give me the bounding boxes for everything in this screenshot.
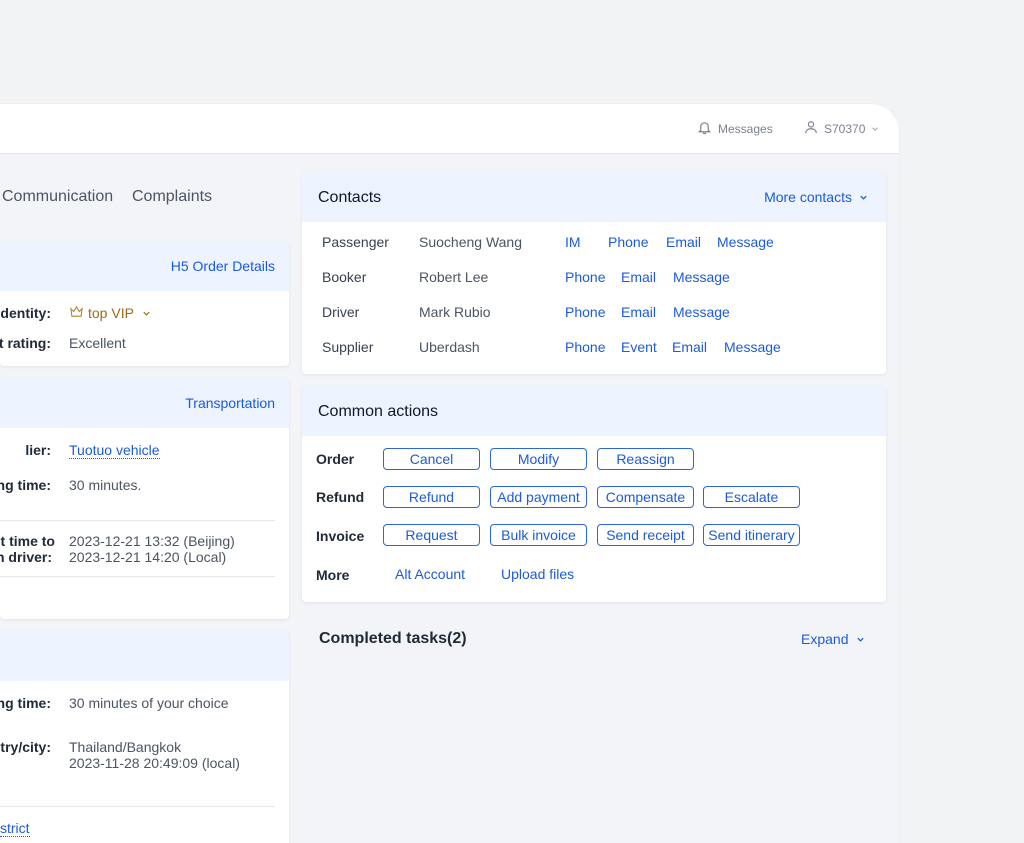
refund-button[interactable]: Refund (383, 486, 480, 508)
more-contacts-button[interactable]: More contacts (764, 189, 868, 205)
common-actions-header: Common actions (302, 386, 886, 436)
country-city-value: Thailand/Bangkok (69, 739, 182, 755)
expand-button[interactable]: Expand (801, 631, 865, 647)
user-icon (804, 120, 824, 137)
message-link[interactable]: Message (724, 339, 781, 355)
divider (0, 520, 275, 521)
email-link[interactable]: Email (666, 234, 702, 250)
invoice-label: Invoice (316, 528, 365, 544)
supplier-label: lier: (25, 442, 51, 458)
contact-name: Suocheng Wang (419, 234, 522, 250)
contact-name: Mark Rubio (419, 304, 491, 320)
more-contacts-label: More contacts (764, 189, 852, 205)
contact-role: Supplier (322, 339, 374, 355)
chevron-down-icon (856, 631, 865, 647)
identity-label: Identity: (0, 305, 51, 321)
rating-value: Excellent (69, 335, 126, 351)
event-link[interactable]: Event (621, 339, 657, 355)
bell-icon (697, 120, 718, 138)
user-id: S70370 (824, 121, 866, 136)
modify-button[interactable]: Modify (490, 448, 587, 470)
waiting-time-value: 30 minutes. (69, 477, 142, 493)
contact-role: Passenger (322, 234, 389, 250)
send-itinerary-button[interactable]: Send itinerary (703, 524, 800, 546)
contact-role: Driver (322, 304, 360, 320)
order-info-card: H5 Order Details Identity: top VIP t rat… (0, 241, 289, 366)
user-menu[interactable]: S70370 (804, 104, 885, 153)
waiting-time-value: 30 minutes of your choice (69, 695, 229, 711)
message-link[interactable]: Message (717, 234, 774, 250)
contact-row-passenger: Passenger Suocheng Wang IM Phone Email M… (302, 234, 886, 254)
email-link[interactable]: Email (621, 269, 657, 285)
waiting-time-label: ng time: (0, 477, 51, 493)
country-city-label: try/city: (0, 739, 51, 755)
h5-order-details-link[interactable]: H5 Order Details (170, 258, 275, 274)
messages-button[interactable]: Messages (697, 104, 773, 153)
upload-files-link[interactable]: Upload files (501, 566, 575, 582)
contacts-card: Contacts More contacts Passenger Suochen… (302, 172, 886, 374)
contact-time-label-1: t time to (0, 533, 55, 549)
refund-label: Refund (316, 489, 365, 505)
contact-row-supplier: Supplier Uberdash Phone Event Email Mess… (302, 339, 886, 359)
contacts-header: Contacts More contacts (302, 172, 886, 222)
transportation-link[interactable]: Transportation (185, 395, 275, 411)
rating-label: t rating: (0, 335, 51, 351)
divider (0, 806, 275, 807)
reassign-button[interactable]: Reassign (597, 448, 694, 470)
top-bar: Messages S70370 (0, 104, 899, 154)
compensate-button[interactable]: Compensate (597, 486, 694, 508)
send-receipt-button[interactable]: Send receipt (597, 524, 694, 546)
contact-row-driver: Driver Mark Rubio Phone Email Message (302, 304, 886, 324)
add-payment-button[interactable]: Add payment (490, 486, 587, 508)
app-window: Messages S70370 Communication Complaints… (0, 104, 899, 843)
district-link[interactable]: strict (0, 820, 30, 837)
common-actions-title: Common actions (318, 403, 439, 420)
request-button[interactable]: Request (383, 524, 480, 546)
phone-link[interactable]: Phone (565, 339, 606, 355)
phone-link[interactable]: Phone (565, 304, 606, 320)
escalate-button[interactable]: Escalate (703, 486, 800, 508)
trip-card-header (0, 631, 289, 681)
email-link[interactable]: Email (621, 304, 657, 320)
contact-time-local: 2023-12-21 14:20 (Local) (69, 549, 227, 565)
messages-label: Messages (718, 121, 773, 136)
message-link[interactable]: Message (673, 304, 730, 320)
bulk-invoice-button[interactable]: Bulk invoice (490, 524, 587, 546)
contact-time-beijing: 2023-12-21 13:32 (Beijing) (69, 533, 235, 549)
phone-link[interactable]: Phone (608, 234, 649, 250)
trip-card: ng time: 30 minutes of your choice try/c… (0, 631, 289, 843)
contact-row-booker: Booker Robert Lee Phone Email Message (302, 269, 886, 289)
order-card-header: H5 Order Details (0, 241, 289, 291)
chevron-down-icon (142, 305, 151, 321)
supplier-link[interactable]: Tuotuo vehicle (69, 442, 160, 459)
message-link[interactable]: Message (673, 269, 730, 285)
contact-name: Robert Lee (419, 269, 489, 285)
email-link[interactable]: Email (672, 339, 708, 355)
alt-account-link[interactable]: Alt Account (395, 566, 466, 582)
tab-communication[interactable]: Communication (2, 188, 114, 205)
transport-card: Transportation lier: Tuotuo vehicle ng t… (0, 378, 289, 619)
crown-icon (69, 305, 84, 321)
expand-label: Expand (801, 631, 849, 647)
contact-time-label-2: n driver: (0, 549, 52, 565)
im-link[interactable]: IM (565, 234, 581, 250)
completed-tasks-title: Completed tasks(2) (319, 630, 467, 647)
chevron-down-icon (871, 122, 885, 136)
tab-complaints[interactable]: Complaints (132, 188, 213, 205)
phone-link[interactable]: Phone (565, 269, 606, 285)
cancel-button[interactable]: Cancel (383, 448, 480, 470)
local-time-value: 2023-11-28 20:49:09 (local) (69, 755, 240, 771)
contact-name: Uberdash (419, 339, 480, 355)
chevron-down-icon (859, 189, 868, 205)
common-actions-card: Common actions Order Cancel Modify Reass… (302, 386, 886, 602)
divider (0, 576, 275, 577)
vip-badge[interactable]: top VIP (69, 305, 151, 321)
transport-card-header: Transportation (0, 378, 289, 428)
contact-role: Booker (322, 269, 367, 285)
waiting-time-label: ng time: (0, 695, 51, 711)
vip-label: top VIP (88, 305, 134, 321)
contacts-title: Contacts (318, 189, 382, 206)
order-label: Order (316, 451, 355, 467)
more-label: More (316, 567, 350, 583)
